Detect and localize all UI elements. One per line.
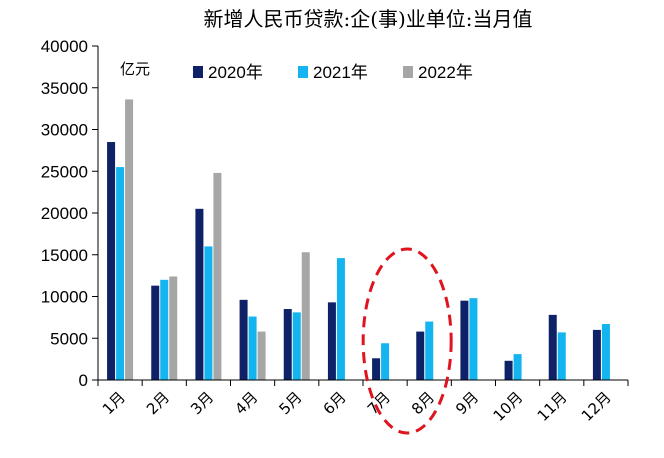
bar-2021年-6月 [336,258,345,380]
y-axis: 0 5000 10000 15000 20000 25000 30000 35000 40000 [41,37,98,390]
y-tick-label: 35000 [41,79,88,98]
y-tick-label: 30000 [41,121,88,140]
bar-2021年-8月 [425,321,434,380]
x-tick-label: 3月 [187,388,217,418]
y-tick-label: 20000 [41,204,88,223]
bar-2021年-11月 [557,332,566,380]
legend-label: 2021年 [313,63,368,82]
y-tick-label: 5000 [50,329,88,348]
x-tick-label: 11月 [534,388,571,425]
x-tick-label: 12月 [578,388,615,425]
x-tick-label: 9月 [452,388,482,418]
x-tick-label: 4月 [231,388,261,418]
bar-2021年-9月 [469,298,478,380]
x-tick-label: 2月 [143,388,173,418]
y-unit-label: 亿元 [120,60,150,78]
x-axis: 1月 2月 3月 4月 5月 6月 7月 8月 9月 10月 11月 12月 [99,388,615,425]
bar-2021年-1月 [116,167,125,380]
bar-2020年-10月 [504,360,513,380]
y-tick-label: 40000 [41,37,88,56]
bar-2021年-5月 [292,312,301,380]
bar-2020年-2月 [151,285,160,380]
legend-swatch [298,66,308,78]
axes [97,46,629,386]
legend-swatch [403,66,413,78]
bar-2021年-10月 [513,354,522,380]
bar-2020年-12月 [592,329,601,380]
legend-label: 2022年 [418,63,473,82]
x-tick-label: 6月 [320,388,350,418]
y-tick-label: 0 [79,371,88,390]
x-tick-label: 5月 [275,388,305,418]
legend-label: 2020年 [208,63,263,82]
bar-2022年-3月 [213,172,222,380]
bar-2020年-5月 [283,309,292,380]
bar-2021年-3月 [204,246,213,380]
bar-2020年-6月 [327,302,336,380]
y-tick-label: 15000 [41,246,88,265]
legend-swatch [193,66,203,78]
legend: 2020年 2021年 2022年 [193,63,473,82]
bar-2022年-2月 [169,276,178,380]
x-tick-label: 10月 [490,388,527,425]
bar-2020年-3月 [195,208,204,380]
bar-2020年-8月 [416,331,425,380]
bar-2022年-5月 [301,252,310,380]
bar-2020年-7月 [372,358,381,380]
bar-2020年-9月 [460,300,469,380]
x-tick-label: 1月 [99,388,129,418]
y-tick-label: 10000 [41,288,88,307]
bar-2020年-4月 [239,299,248,380]
bar-2022年-1月 [125,99,134,380]
bar-2021年-4月 [248,316,257,380]
highlight-ellipse [361,247,453,435]
y-tick-label: 25000 [41,162,88,181]
bar-2022年-4月 [257,331,266,380]
chart-title: 新增人民币贷款:企(事)业单位:当月值 [203,7,532,31]
bar-2020年-11月 [548,314,557,380]
bar-2020年-1月 [107,142,116,380]
bars [107,99,610,380]
bar-2021年-12月 [601,324,610,380]
bar-2021年-2月 [160,279,169,380]
bar-2021年-7月 [381,343,390,380]
